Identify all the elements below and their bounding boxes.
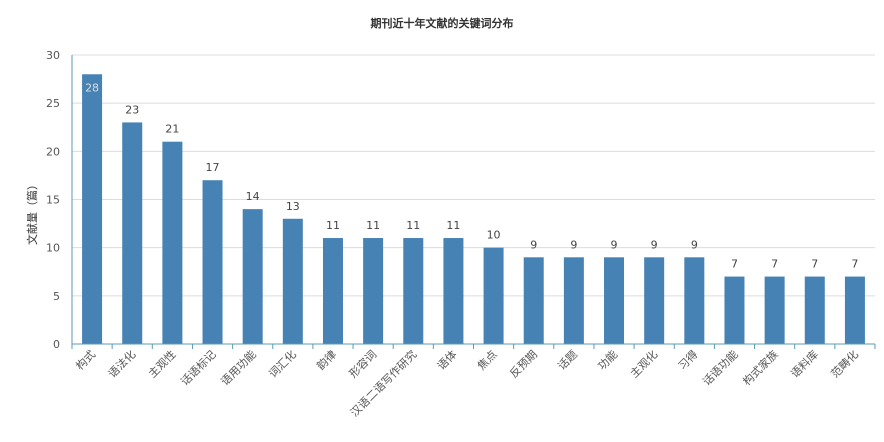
x-axis-categories: 构式 语法化 主观性 话语标记 语用功能 词汇化 韵律 形容词汉语二语写作研究 语体 焦点 反预期话… — [73, 347, 861, 419]
bar — [282, 218, 303, 344]
data-label: 7 — [771, 258, 778, 271]
x-category-label: 词汇化 — [266, 347, 299, 380]
data-label: 9 — [611, 238, 618, 251]
bar — [82, 74, 103, 345]
data-label: 28 — [85, 81, 99, 94]
bar — [363, 238, 384, 344]
bars — [82, 74, 865, 345]
x-category-label: 形容词 — [346, 347, 379, 380]
data-labels: 28 23 21 17 14 13 11 11 11 11 10 9 9 9 9 9 7 7 7 7 — [85, 81, 858, 270]
x-category-label: 反预期 — [507, 348, 540, 381]
data-label: 7 — [811, 258, 818, 271]
bar — [403, 238, 424, 344]
data-label: 9 — [570, 238, 577, 251]
data-label: 11 — [366, 219, 380, 232]
x-category-label: 语料库 — [788, 347, 821, 380]
y-tick-label: 20 — [46, 145, 60, 158]
data-label: 23 — [125, 103, 139, 116]
y-tick-label: 5 — [53, 290, 60, 303]
data-label: 14 — [246, 190, 260, 203]
y-axis-ticks: 0 5 10 15 20 25 30 — [46, 49, 60, 351]
x-category-label: 话语功能 — [700, 347, 741, 388]
data-label: 21 — [165, 123, 179, 136]
x-category-label: 话语标记 — [178, 347, 219, 388]
bar — [443, 238, 464, 344]
x-category-label: 主观化 — [627, 347, 660, 380]
axes — [71, 55, 876, 349]
x-category-label: 功能 — [595, 347, 620, 372]
x-category-label: 韵律 — [314, 347, 339, 372]
data-label: 11 — [326, 219, 340, 232]
chart-title: 期刊近十年文献的关键词分布 — [371, 16, 514, 30]
x-category-label: 构式家族 — [740, 347, 781, 388]
gridlines — [72, 54, 875, 297]
bar — [483, 247, 504, 344]
bar — [724, 276, 745, 344]
bar — [162, 141, 183, 344]
y-axis-label: 文献量（篇） — [25, 179, 39, 245]
bar — [644, 257, 665, 344]
data-label: 7 — [851, 258, 858, 271]
data-label: 11 — [406, 219, 420, 232]
y-tick-label: 10 — [46, 242, 60, 255]
x-category-label: 语用功能 — [218, 347, 259, 388]
bar — [202, 180, 223, 344]
x-category-label: 焦点 — [475, 348, 500, 373]
bar — [523, 257, 544, 344]
data-label: 10 — [487, 229, 501, 242]
x-category-label: 范畴化 — [828, 347, 861, 380]
x-category-label: 语法化 — [105, 347, 138, 380]
x-category-label: 习得 — [676, 348, 701, 373]
x-category-label: 汉语二语写作研究 — [347, 347, 419, 419]
data-label: 17 — [206, 161, 220, 174]
x-category-label: 构式 — [73, 347, 98, 372]
data-label: 9 — [691, 238, 698, 251]
bar — [764, 276, 785, 344]
bar — [604, 257, 625, 344]
y-tick-label: 15 — [46, 194, 60, 207]
data-label: 13 — [286, 200, 300, 213]
x-category-label: 语体 — [434, 347, 459, 372]
data-label: 11 — [446, 219, 460, 232]
bar — [804, 276, 825, 344]
bar — [322, 238, 343, 344]
y-tick-label: 30 — [46, 49, 60, 62]
bar — [844, 276, 865, 344]
bar — [563, 257, 584, 344]
data-label: 9 — [530, 238, 537, 251]
data-label: 9 — [651, 238, 658, 251]
bar — [242, 209, 263, 344]
y-tick-label: 0 — [53, 338, 60, 351]
y-tick-label: 25 — [46, 97, 60, 110]
x-category-label: 话题 — [555, 348, 580, 373]
data-label: 7 — [731, 258, 738, 271]
bar — [684, 257, 705, 344]
x-category-label: 主观性 — [145, 347, 178, 380]
bar — [122, 122, 143, 344]
